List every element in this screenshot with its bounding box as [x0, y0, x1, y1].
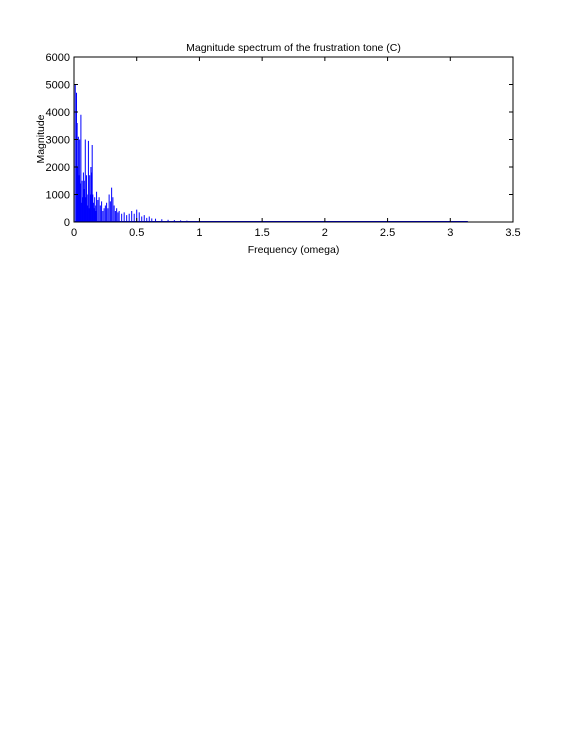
x-tick-label: 3.5: [505, 227, 520, 239]
axes-background: [74, 57, 513, 222]
y-axis-ticks: 0 1000 2000 3000 4000 5000 6000: [46, 52, 513, 229]
y-tick-label: 3000: [46, 135, 70, 147]
y-axis-label: Magnitude: [35, 114, 47, 163]
x-tick-label: 2.5: [380, 227, 395, 239]
y-tick-label: 2000: [46, 162, 70, 174]
x-tick-label: 1: [196, 227, 202, 239]
y-tick-label: 5000: [46, 80, 70, 92]
x-tick-label: 0: [71, 227, 77, 239]
x-axis-ticks: 0 0.5 1 1.5 2 2.5 3 3.5: [71, 57, 521, 239]
y-tick-label: 0: [64, 217, 70, 229]
x-tick-label: 1.5: [254, 227, 269, 239]
y-tick-label: 6000: [46, 52, 70, 64]
x-tick-label: 2: [322, 227, 328, 239]
x-tick-label: 3: [447, 227, 453, 239]
x-tick-label: 0.5: [129, 227, 144, 239]
y-tick-label: 4000: [46, 107, 70, 119]
x-axis-label: Frequency (omega): [248, 244, 340, 256]
y-tick-label: 1000: [46, 190, 70, 202]
chart-title: Magnitude spectrum of the frustration to…: [186, 42, 401, 54]
